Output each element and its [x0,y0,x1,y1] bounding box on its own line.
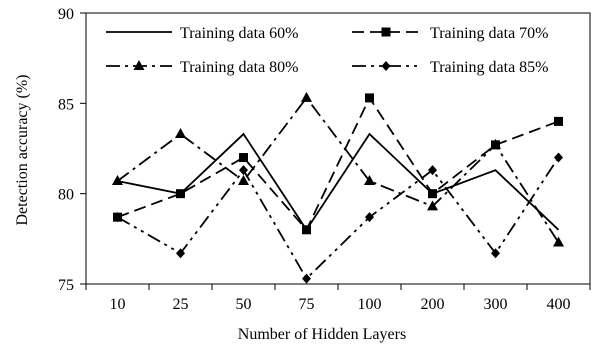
x-tick-label: 200 [421,296,445,313]
axes: 75 80 85 90 10 25 50 75 100 200 300 400 [58,6,591,313]
x-tick-label: 50 [236,296,252,313]
data-point-triangle [175,128,186,139]
series-line [117,157,560,281]
data-point-square [302,225,311,235]
legend-item: Training data 70% [352,25,549,42]
y-tick-label: 75 [58,277,74,294]
series-3 [112,91,564,247]
y-axis-label: Detection accuracy (%) [14,74,31,225]
series-4 [113,152,563,284]
data-point-square [176,189,185,199]
series-layer [112,91,564,284]
data-point-diamond [239,165,248,176]
x-tick-label: 400 [547,296,571,313]
data-point-diamond [113,212,122,223]
data-point-diamond [176,248,185,259]
legend-item: Training data 85% [352,59,549,76]
data-point-triangle [490,138,501,149]
data-point-triangle [301,91,312,102]
data-point-triangle [238,175,249,186]
legend-item: Training data 60% [106,25,299,42]
data-point-triangle [427,200,438,211]
x-axis-label: Number of Hidden Layers [238,326,406,343]
data-point-triangle [364,175,375,186]
x-tick-label: 10 [110,296,126,313]
data-point-diamond [381,61,391,71]
legend-background [101,14,589,78]
y-tick-label: 85 [58,96,74,113]
data-point-square [365,93,374,103]
y-tick-label: 90 [58,6,74,23]
data-point-diamond [365,212,374,223]
data-point-diamond [554,152,563,163]
data-point-triangle [553,236,564,247]
data-point-square [239,153,248,163]
x-tick-label: 25 [173,296,189,313]
legend-label: Training data 70% [430,25,549,42]
series-line [117,132,560,232]
legend-item: Training data 80% [106,59,299,76]
legend-label: Training data 85% [430,59,549,76]
data-point-diamond [428,165,437,176]
y-tick-label: 80 [58,187,74,204]
series-2 [113,93,563,235]
data-point-square [554,116,563,126]
data-point-square [428,189,437,199]
data-point-diamond [491,248,500,259]
series-line [116,96,560,243]
data-point-diamond [302,273,311,284]
legend-label: Training data 80% [180,59,299,76]
series-line [117,96,559,232]
data-point-triangle [112,175,123,186]
x-tick-label: 100 [358,296,382,313]
x-tick-label: 75 [299,296,315,313]
legend-label: Training data 60% [180,25,299,42]
series-1 [117,132,560,232]
data-point-triangle [133,60,145,70]
x-tick-label: 300 [484,296,508,313]
legend: Training data 60% Training data 70% Traini… [101,14,589,78]
data-point-square [381,27,391,37]
